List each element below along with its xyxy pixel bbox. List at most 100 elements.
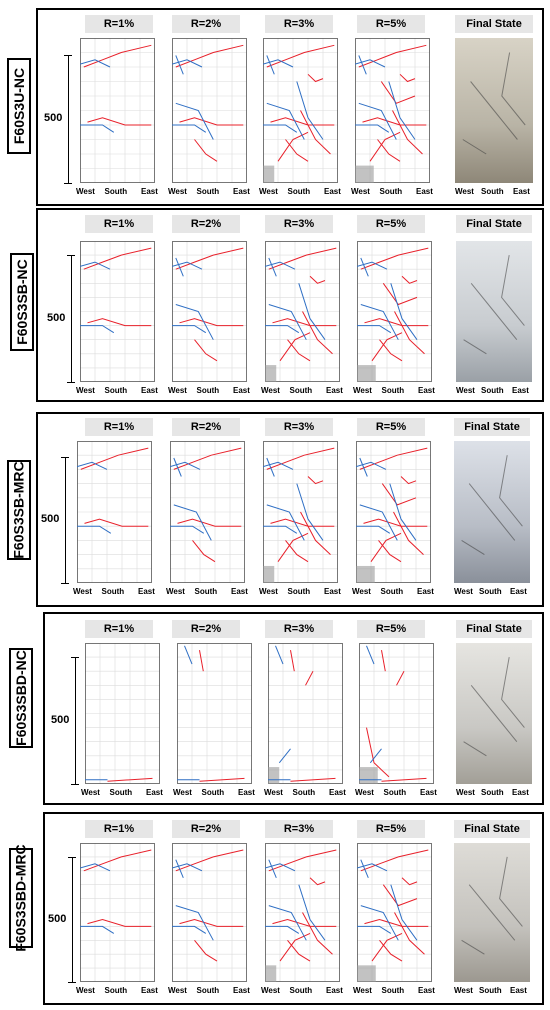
stage-header: R=5% (357, 820, 425, 838)
final-state-header: Final State (456, 620, 532, 638)
photo-crack (468, 884, 516, 941)
crack-line-red (199, 777, 245, 782)
final-state-photo (456, 241, 532, 382)
final-state-photo (456, 643, 532, 784)
photo-crack (470, 684, 518, 743)
crack-line-red (279, 932, 311, 962)
axis-label-east: East (238, 788, 255, 797)
axis-label-east: East (513, 187, 530, 196)
crack-line-red (392, 110, 423, 155)
crack-line-blue (360, 905, 399, 941)
crack-line-blue (172, 925, 207, 934)
crack-line-blue (358, 102, 397, 140)
dimension-tick (64, 183, 72, 184)
crack-line-blue (278, 748, 291, 764)
crack-line-blue (266, 504, 305, 541)
crack-line-blue (175, 55, 184, 75)
crack-line-blue (359, 457, 368, 477)
axis-label-west: West (166, 587, 185, 596)
crack-line-red (371, 932, 403, 962)
crack-line-red (107, 777, 153, 782)
stage-header: R=1% (85, 620, 153, 638)
crack-map (355, 38, 430, 183)
crack-line-blue (170, 461, 201, 470)
axis-label-west: West (355, 788, 374, 797)
crack-line-blue (80, 124, 115, 133)
plot-border (172, 241, 247, 382)
crack-map (359, 643, 434, 784)
specimen-label: F60S3SBD-NC (9, 648, 33, 748)
crack-line-blue (390, 283, 418, 340)
crack-line-red (378, 540, 402, 563)
stage-header: R=3% (265, 418, 333, 436)
crack-line-blue (265, 863, 296, 872)
crack-line-blue (175, 102, 214, 140)
crack-line-red (307, 73, 324, 83)
stage-header: R=2% (172, 620, 240, 638)
crack-line-blue (268, 304, 307, 340)
final-state-photo (454, 441, 530, 583)
axis-label-east: East (141, 187, 158, 196)
photo-crack (499, 856, 523, 927)
crack-line-blue (265, 925, 300, 934)
photo-crack-overlay (461, 856, 523, 955)
crack-line-blue (360, 257, 369, 277)
crack-line-red (173, 447, 242, 470)
crack-line-blue (359, 504, 398, 541)
final-state-header: Final State (454, 418, 530, 436)
crack-line-red (371, 332, 403, 362)
crack-line-red (309, 877, 326, 886)
crack-line-blue (357, 863, 388, 872)
stage-header: R=5% (357, 215, 425, 233)
stage-header: R=3% (265, 215, 333, 233)
plot-border (268, 643, 343, 784)
stage-header: R=1% (85, 820, 153, 838)
crack-line-red (377, 139, 401, 162)
stage-header: R=5% (357, 15, 425, 33)
photo-crack (463, 339, 487, 355)
crack-line-red (393, 511, 424, 555)
crack-line-red (382, 283, 418, 306)
crack-line-red (399, 73, 416, 83)
crack-line-red (369, 131, 401, 162)
dimension-tick (64, 55, 72, 56)
crack-line-red (360, 247, 429, 270)
spalling-area (263, 165, 275, 183)
axis-label-south: South (196, 187, 220, 196)
crack-line-blue (355, 124, 390, 133)
crack-line-red (364, 318, 429, 327)
photo-crack (501, 255, 525, 326)
crack-line-red (266, 44, 335, 68)
specimen-label: F60S3U-NC (7, 58, 31, 154)
stage-header: R=1% (85, 418, 153, 436)
final-state-photo (454, 843, 530, 982)
crack-line-blue (184, 645, 193, 665)
crack-line-blue (80, 863, 111, 872)
crack-line-red (268, 849, 337, 872)
crack-line-red (300, 110, 331, 155)
crack-line-red (175, 849, 244, 872)
crack-line-red (366, 727, 390, 778)
axis-label-east: East (510, 587, 527, 596)
crack-line-red (300, 511, 331, 555)
crack-line-red (194, 939, 218, 962)
crack-line-red (305, 670, 314, 686)
final-state-header: Final State (456, 215, 532, 233)
axis-label-south: South (289, 986, 313, 995)
axis-label-south: South (101, 587, 125, 596)
axis-label-south: South (287, 187, 311, 196)
crack-map (265, 843, 340, 982)
plot-border (172, 38, 247, 183)
axis-label-south: South (109, 788, 133, 797)
crack-line-red (175, 247, 244, 270)
spalling-area (265, 965, 277, 982)
stage-header: R=3% (265, 820, 333, 838)
photo-crack (501, 657, 525, 728)
crack-line-blue (172, 59, 203, 68)
axis-label-east: East (510, 986, 527, 995)
crack-map (357, 241, 432, 382)
crack-map (172, 38, 247, 183)
plot-border (170, 441, 245, 583)
axis-label-south: South (481, 386, 504, 395)
crack-line-red (266, 447, 335, 470)
